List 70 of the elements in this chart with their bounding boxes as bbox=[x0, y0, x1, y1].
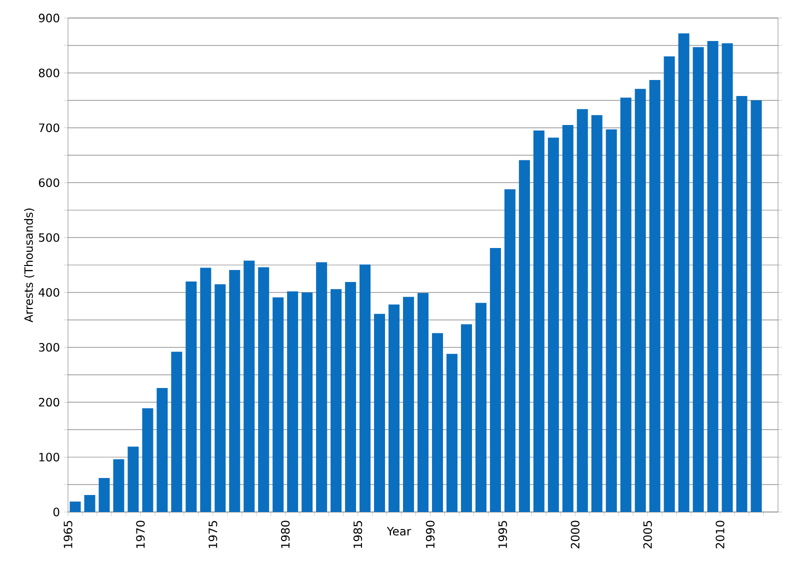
x-tick-label: 1985 bbox=[353, 521, 362, 548]
bar bbox=[432, 333, 443, 512]
bar bbox=[156, 388, 168, 512]
bar bbox=[649, 80, 660, 512]
bar bbox=[722, 43, 733, 512]
bar bbox=[460, 324, 472, 512]
bar bbox=[374, 314, 386, 512]
bar bbox=[417, 292, 429, 512]
bar bbox=[403, 296, 414, 512]
bar bbox=[678, 33, 690, 512]
bar bbox=[504, 189, 516, 512]
y-tick-label: 400 bbox=[38, 288, 60, 297]
bar bbox=[258, 267, 270, 512]
bar bbox=[244, 260, 255, 512]
y-tick-label: 900 bbox=[38, 14, 60, 22]
bar bbox=[229, 270, 240, 512]
bar bbox=[98, 478, 110, 512]
x-tick-label: 1995 bbox=[498, 521, 508, 548]
bar bbox=[330, 289, 342, 512]
y-tick-label: 800 bbox=[38, 68, 60, 78]
bar bbox=[591, 115, 602, 512]
x-tick-label: 1970 bbox=[136, 520, 145, 548]
bar bbox=[200, 268, 212, 512]
bar bbox=[128, 446, 139, 512]
y-tick-label: 600 bbox=[38, 178, 60, 187]
bar bbox=[490, 248, 501, 512]
x-tick-label: 1980 bbox=[281, 520, 290, 548]
bar bbox=[707, 41, 718, 512]
bar bbox=[186, 281, 197, 512]
bar bbox=[576, 109, 588, 512]
y-tick-label: 100 bbox=[39, 452, 60, 462]
bar bbox=[692, 47, 704, 512]
bar bbox=[70, 502, 81, 512]
bar bbox=[475, 302, 486, 512]
bar bbox=[302, 292, 313, 512]
y-tick-label: 0 bbox=[53, 508, 60, 516]
bar bbox=[446, 354, 458, 512]
bar bbox=[664, 56, 675, 512]
x-tick-label: 2000 bbox=[570, 520, 580, 548]
y-tick-label: 700 bbox=[39, 123, 60, 132]
x-tick-label: 1965 bbox=[64, 521, 72, 548]
bar bbox=[562, 125, 574, 512]
bar bbox=[606, 129, 617, 512]
bar bbox=[214, 284, 226, 512]
bar bbox=[287, 291, 298, 512]
x-tick-label: 2010 bbox=[716, 520, 724, 548]
bar bbox=[548, 138, 559, 512]
bar bbox=[171, 352, 182, 512]
bar bbox=[518, 160, 530, 512]
y-tick-label: 300 bbox=[38, 343, 60, 352]
bar bbox=[750, 100, 762, 512]
bar bbox=[620, 98, 632, 512]
x-tick-label: 1975 bbox=[208, 521, 218, 548]
bar bbox=[388, 304, 400, 512]
bar bbox=[345, 282, 356, 512]
bar bbox=[736, 96, 748, 512]
bar bbox=[84, 494, 96, 512]
bar bbox=[316, 262, 328, 512]
bar bbox=[272, 297, 284, 512]
y-tick-label: 200 bbox=[38, 398, 60, 407]
bar bbox=[634, 88, 646, 512]
x-tick-label: 1990 bbox=[426, 520, 435, 548]
bar bbox=[533, 130, 544, 512]
x-tick-label: 2005 bbox=[643, 521, 652, 548]
bar bbox=[142, 408, 154, 512]
bar bbox=[360, 264, 371, 512]
y-tick-label: 500 bbox=[39, 233, 60, 242]
x-axis-title: Year bbox=[386, 527, 412, 536]
bar bbox=[113, 459, 124, 512]
y-axis-title: Arrests (Thousands) bbox=[24, 208, 34, 322]
